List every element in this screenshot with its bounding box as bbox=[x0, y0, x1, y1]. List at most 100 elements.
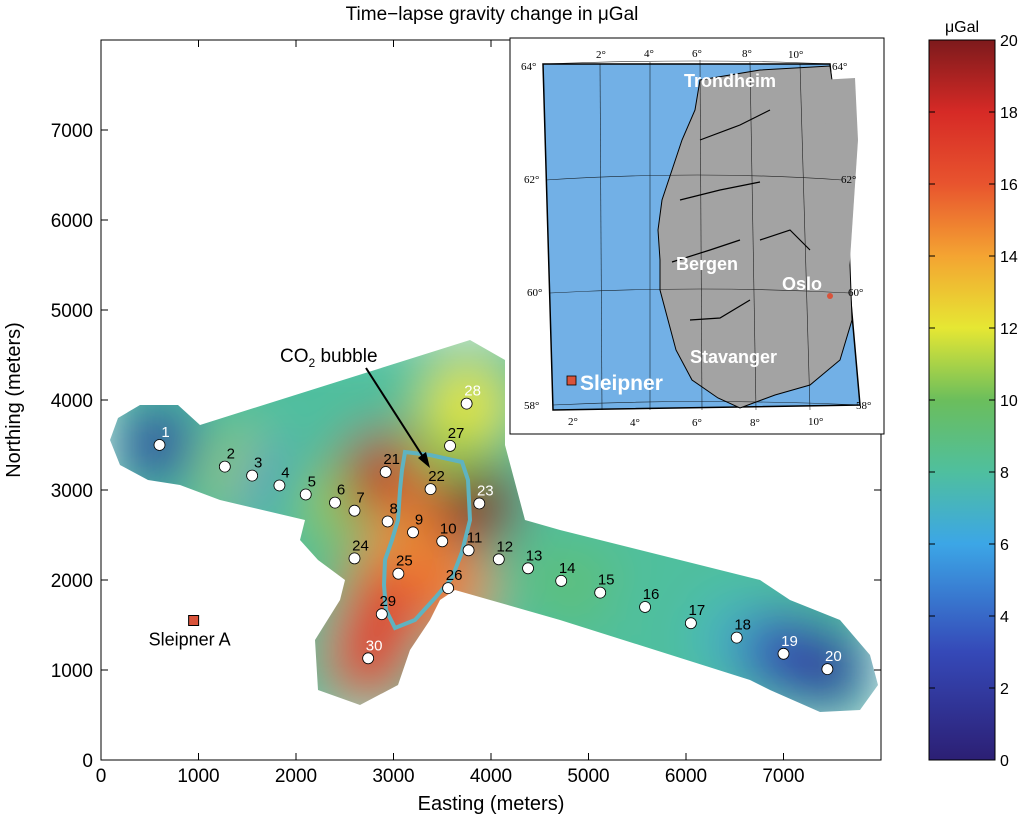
station-marker-10 bbox=[436, 535, 449, 548]
station-label-23: 23 bbox=[477, 483, 494, 500]
station-label-17: 17 bbox=[689, 602, 706, 619]
y-tick-label-3000: 3000 bbox=[51, 481, 93, 502]
colorbar-scale bbox=[928, 39, 996, 761]
station-marker-15 bbox=[594, 586, 607, 599]
x-axis-label: Easting (meters) bbox=[418, 793, 565, 815]
station-marker-21 bbox=[379, 466, 392, 478]
lon-label-6: 6° bbox=[692, 48, 702, 60]
station-label-16: 16 bbox=[643, 586, 660, 603]
lon-label-2-bottom: 2° bbox=[568, 416, 578, 428]
inset-map: 2° 4° 6° 8° 10° 2° 4° 6° 8° 10° 64° 62° … bbox=[509, 37, 885, 435]
x-tick-label-4000: 4000 bbox=[470, 766, 512, 787]
station-marker-5 bbox=[299, 488, 312, 501]
station-marker-7 bbox=[348, 504, 361, 517]
lon-label-8: 8° bbox=[742, 48, 752, 60]
co2-arrowhead bbox=[418, 452, 430, 468]
sleipner-a-label: Sleipner A bbox=[149, 630, 231, 650]
lat-label-62-left: 62° bbox=[524, 174, 539, 186]
station-label-13: 13 bbox=[526, 547, 543, 564]
station-marker-25 bbox=[392, 567, 405, 580]
station-label-6: 6 bbox=[337, 482, 345, 499]
station-marker-22 bbox=[424, 483, 437, 496]
station-label-12: 12 bbox=[496, 538, 513, 555]
colorbar-tick-label-12: 12 bbox=[1000, 321, 1018, 338]
colorbar-tick-label-16: 16 bbox=[1000, 177, 1018, 194]
station-label-8: 8 bbox=[389, 501, 397, 518]
co2-bubble-outline bbox=[381, 449, 473, 631]
station-marker-9 bbox=[407, 526, 419, 539]
station-label-9: 9 bbox=[415, 511, 423, 528]
co2-label: CO2 bubble bbox=[280, 346, 378, 370]
station-label-3: 3 bbox=[254, 455, 262, 472]
lat-label-62-right: 62° bbox=[841, 174, 856, 186]
lat-label-58-right: 58° bbox=[856, 400, 871, 412]
co2-arrow bbox=[365, 367, 428, 464]
colorbar: μGal 0 2 4 6 8 10 12 14 16 18 20 bbox=[928, 19, 1018, 770]
station-label-2: 2 bbox=[227, 446, 235, 463]
station-label-27: 27 bbox=[448, 425, 465, 442]
station-marker-19 bbox=[777, 647, 790, 660]
y-tick-label-2000: 2000 bbox=[51, 571, 93, 592]
lat-label-64-left: 64° bbox=[521, 61, 536, 73]
y-tick-label-5000: 5000 bbox=[51, 301, 93, 322]
station-marker-1 bbox=[153, 439, 166, 451]
station-marker-24 bbox=[348, 552, 361, 565]
lon-label-10-bottom: 10° bbox=[808, 416, 823, 428]
inset-sleipner-marker bbox=[566, 375, 577, 386]
station-label-25: 25 bbox=[396, 553, 413, 570]
station-label-30: 30 bbox=[366, 637, 383, 654]
station-marker-14 bbox=[555, 575, 568, 587]
station-marker-12 bbox=[492, 553, 505, 566]
station-marker-13 bbox=[522, 562, 534, 575]
station-marker-28 bbox=[460, 397, 473, 410]
x-tick-label-5000: 5000 bbox=[567, 766, 609, 787]
colorbar-label: μGal bbox=[945, 19, 979, 36]
city-bergen: Bergen bbox=[676, 254, 738, 274]
station-label-14: 14 bbox=[559, 560, 576, 577]
colorbar-ticks: 0 2 4 6 8 10 12 14 16 18 20 bbox=[929, 33, 1018, 770]
station-marker-8 bbox=[381, 515, 394, 528]
station-marker-4 bbox=[273, 479, 286, 492]
colorbar-tick-label-18: 18 bbox=[1000, 105, 1018, 122]
inset-fjords bbox=[671, 109, 811, 321]
site-layer: Sleipner A bbox=[149, 615, 231, 650]
lat-label-58-left: 58° bbox=[524, 400, 539, 412]
colorbar-tick-label-10: 10 bbox=[1000, 393, 1018, 410]
colorbar-tick-label-6: 6 bbox=[1000, 537, 1009, 554]
x-tick-label-3000: 3000 bbox=[372, 766, 414, 787]
y-tick-label-4000: 4000 bbox=[51, 391, 93, 412]
colorbar-tick-label-20: 20 bbox=[1000, 33, 1018, 50]
station-marker-6 bbox=[329, 496, 341, 509]
y-tick-label-0: 0 bbox=[82, 751, 93, 772]
station-label-22: 22 bbox=[428, 468, 445, 485]
station-label-1: 1 bbox=[161, 424, 169, 441]
y-tick-label-7000: 7000 bbox=[51, 121, 93, 142]
sleipner-a-marker bbox=[188, 615, 200, 626]
station-marker-2 bbox=[218, 460, 231, 473]
station-label-18: 18 bbox=[734, 617, 751, 634]
colorbar-tick-label-8: 8 bbox=[1000, 465, 1009, 482]
inset-sweden bbox=[820, 78, 858, 300]
station-marker-29 bbox=[375, 608, 388, 621]
lon-label-8-bottom: 8° bbox=[750, 417, 760, 429]
station-label-24: 24 bbox=[352, 537, 369, 554]
station-marker-20 bbox=[821, 663, 834, 675]
y-axis-label: Northing (meters) bbox=[3, 322, 25, 478]
station-label-20: 20 bbox=[825, 648, 842, 665]
station-label-28: 28 bbox=[464, 383, 481, 400]
station-marker-17 bbox=[684, 617, 697, 630]
y-tick-label-1000: 1000 bbox=[51, 661, 93, 682]
city-stavanger: Stavanger bbox=[690, 347, 777, 367]
axes: 0 1000 2000 3000 4000 5000 6000 7000 0 1000 2000 30… bbox=[51, 40, 881, 787]
lon-label-4-bottom: 4° bbox=[630, 417, 640, 429]
station-marker-27 bbox=[444, 439, 456, 452]
colorbar-tick-label-14: 14 bbox=[1000, 249, 1018, 266]
station-marker-16 bbox=[639, 601, 651, 613]
station-label-29: 29 bbox=[379, 593, 396, 610]
station-label-7: 7 bbox=[356, 490, 364, 507]
station-label-26: 26 bbox=[446, 567, 463, 584]
station-label-5: 5 bbox=[308, 474, 316, 491]
colorbar-tick-label-2: 2 bbox=[1000, 681, 1009, 698]
